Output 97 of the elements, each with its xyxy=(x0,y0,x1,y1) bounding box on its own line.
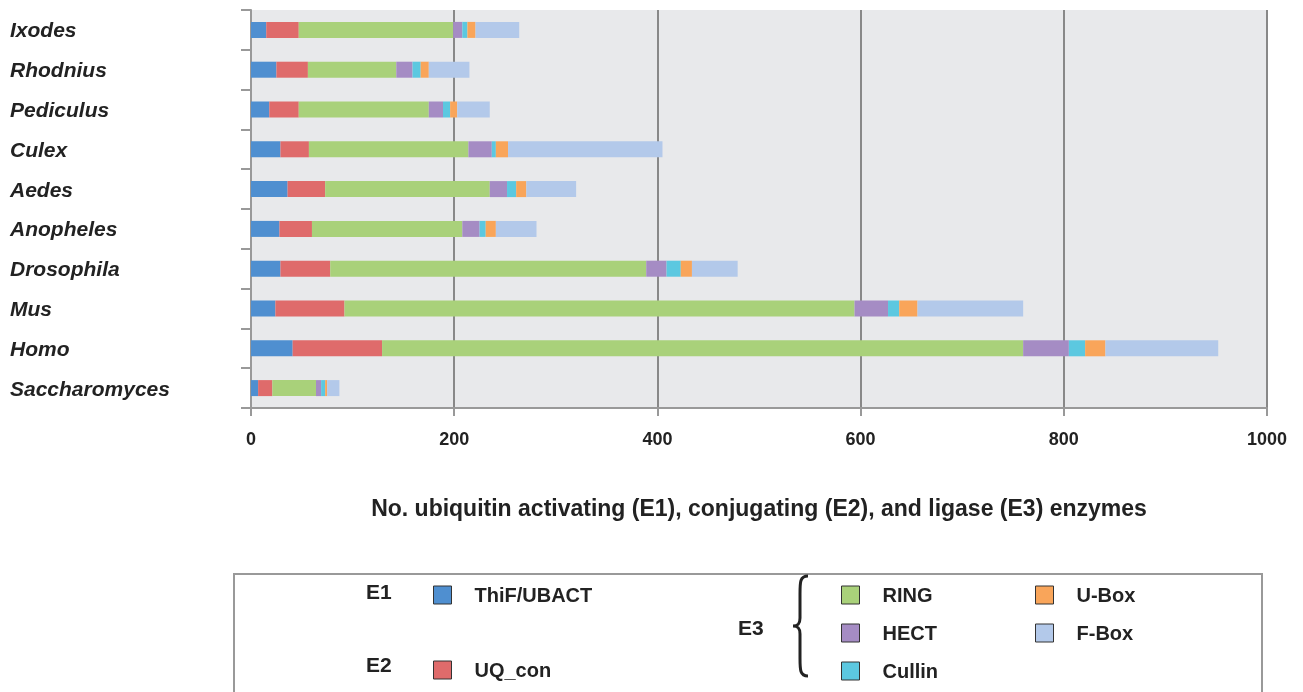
x-tick-label: 1000 xyxy=(1246,429,1288,449)
bar xyxy=(412,61,421,78)
y-tick-label: Drosophila xyxy=(10,257,120,281)
bar xyxy=(899,300,918,317)
bar xyxy=(251,260,281,277)
bar xyxy=(269,101,299,118)
bar xyxy=(251,61,277,78)
bar xyxy=(1023,340,1069,357)
bar xyxy=(479,220,486,237)
x-tick-label: 600 xyxy=(845,429,876,449)
bar xyxy=(321,380,326,397)
bar xyxy=(330,260,647,277)
legend-label: U-Box xyxy=(1076,584,1136,606)
bar xyxy=(251,101,270,118)
x-tick-label: 400 xyxy=(642,429,673,449)
y-tick-label: Mus xyxy=(10,297,52,320)
legend-label: ThiF/UBACT xyxy=(474,584,593,606)
bar xyxy=(450,101,458,118)
bar xyxy=(258,380,273,397)
bar xyxy=(666,260,681,277)
bar xyxy=(468,141,492,158)
bar xyxy=(453,21,463,38)
x-tick-label: 200 xyxy=(439,429,470,449)
bar xyxy=(691,260,738,277)
bar xyxy=(420,61,429,78)
bar xyxy=(1068,340,1086,357)
bar xyxy=(495,220,537,237)
bar xyxy=(680,260,692,277)
bar xyxy=(251,141,281,158)
bar xyxy=(325,181,490,198)
bar xyxy=(646,260,667,277)
bar xyxy=(251,380,259,397)
bar xyxy=(307,61,397,78)
bar xyxy=(266,21,299,38)
y-tick-label: Aedes xyxy=(9,177,74,201)
bar xyxy=(251,220,280,237)
bar xyxy=(495,141,509,158)
bar xyxy=(917,300,1024,317)
bar xyxy=(489,181,508,198)
bar xyxy=(1105,340,1219,357)
bar xyxy=(457,101,490,118)
bar xyxy=(316,380,322,397)
legend-label: RING xyxy=(882,584,933,606)
y-tick-label: Anopheles xyxy=(9,217,118,241)
bar xyxy=(308,141,469,158)
bar xyxy=(428,61,470,78)
bar xyxy=(888,300,900,317)
x-axis-title: No. ubiquitin activating (E1), conjugating (E2), and ligase (E3) enzymes xyxy=(371,494,1147,521)
bar xyxy=(292,340,383,357)
bar xyxy=(298,101,429,118)
bar xyxy=(280,260,331,277)
y-tick-label: Ixodes xyxy=(10,18,77,42)
bar xyxy=(485,220,496,237)
bar xyxy=(508,141,663,158)
bar xyxy=(276,61,308,78)
bar xyxy=(251,181,288,198)
x-tick-label: 800 xyxy=(1048,429,1079,449)
bar xyxy=(526,181,577,198)
bar xyxy=(251,21,267,38)
bar xyxy=(491,141,496,158)
bar xyxy=(325,380,328,397)
bar xyxy=(516,181,527,198)
legend-label: UQ_con xyxy=(474,659,552,681)
bar xyxy=(507,181,517,198)
bar xyxy=(382,340,1024,357)
y-tick-label: Pediculus xyxy=(10,98,110,121)
bar xyxy=(396,61,413,78)
legend-label: HECT xyxy=(882,622,937,644)
bar xyxy=(462,21,468,38)
y-tick-label: Culex xyxy=(10,137,69,161)
bar xyxy=(344,300,855,317)
bar xyxy=(275,300,345,317)
bar xyxy=(298,21,454,38)
legend-label: F-Box xyxy=(1076,622,1134,644)
bar xyxy=(462,220,480,237)
y-tick-label: Saccharomyces xyxy=(10,376,170,400)
legend-label: Cullin xyxy=(882,660,939,682)
bar xyxy=(251,300,276,317)
y-tick-label: Rhodnius xyxy=(10,58,107,82)
bar xyxy=(443,101,451,118)
bar xyxy=(475,21,520,38)
bar xyxy=(272,380,317,397)
bar xyxy=(1085,340,1106,357)
bar xyxy=(311,220,463,237)
text: E1 xyxy=(366,579,393,603)
bar xyxy=(279,220,312,237)
text: E3 xyxy=(738,615,764,639)
bar xyxy=(854,300,889,317)
bar xyxy=(287,181,326,198)
bar xyxy=(327,380,340,397)
bar xyxy=(467,21,476,38)
bar xyxy=(428,101,444,118)
bar xyxy=(280,141,309,158)
bar xyxy=(251,340,293,357)
y-tick-label: Homo xyxy=(10,336,70,360)
text: E2 xyxy=(366,652,392,676)
x-tick-label: 0 xyxy=(245,429,257,449)
